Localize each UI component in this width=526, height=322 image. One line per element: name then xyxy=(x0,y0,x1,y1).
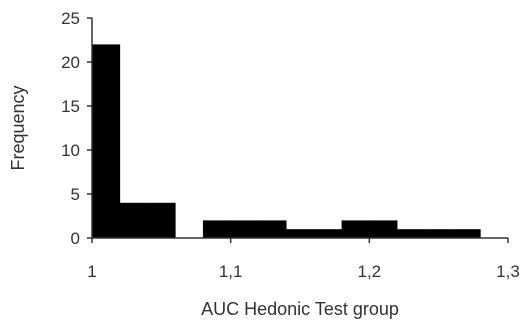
x-tick-label: 1,3 xyxy=(496,262,520,281)
y-tick-label: 5 xyxy=(71,185,80,204)
x-axis-title: AUC Hedonic Test group xyxy=(201,299,399,319)
x-tick-label: 1,2 xyxy=(358,262,382,281)
histogram-bar xyxy=(92,44,121,239)
histogram-bar xyxy=(452,229,481,238)
axes xyxy=(91,18,508,239)
y-tick-label: 10 xyxy=(61,141,80,160)
histogram-bar xyxy=(286,229,315,238)
y-tick-label: 25 xyxy=(61,9,80,28)
y-axis-title: Frequency xyxy=(8,85,28,170)
histogram-bar xyxy=(341,220,370,238)
y-tick-label: 15 xyxy=(61,97,80,116)
histogram-bar xyxy=(424,229,453,238)
histogram-bar xyxy=(258,220,287,238)
x-tick-label: 1,1 xyxy=(219,262,243,281)
histogram-bar xyxy=(313,229,342,238)
histogram-bar xyxy=(202,220,232,238)
histogram-bar xyxy=(147,202,176,238)
histogram-bar xyxy=(230,220,259,238)
y-tick-label: 20 xyxy=(61,53,80,72)
x-axis-ticks: 1 1,1 1,2 1,3 xyxy=(87,238,520,281)
histogram-bar xyxy=(369,220,398,238)
y-axis-ticks: 0 5 10 15 20 25 xyxy=(61,9,92,248)
histogram-bar xyxy=(119,202,148,238)
histogram-bars xyxy=(92,44,481,239)
y-tick-label: 0 xyxy=(71,229,80,248)
x-tick-label: 1 xyxy=(87,262,96,281)
histogram-bar xyxy=(397,229,426,238)
